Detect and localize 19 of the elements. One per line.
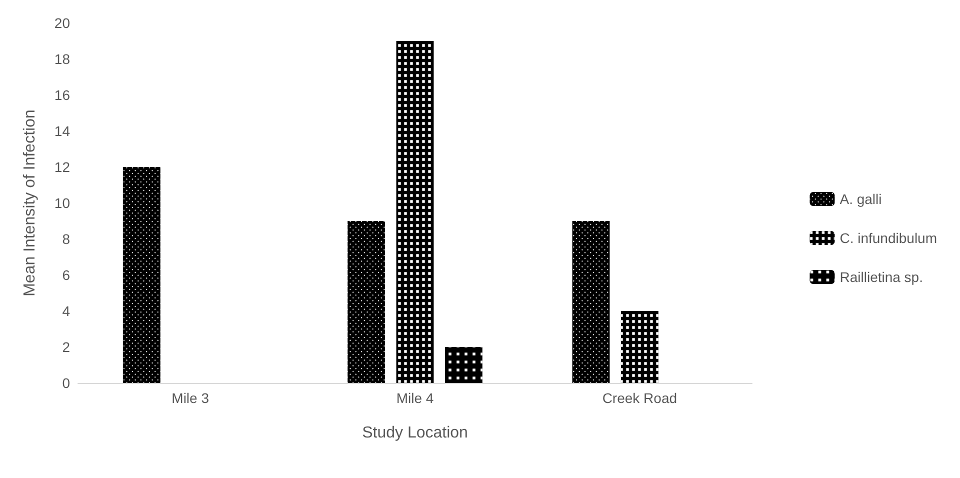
y-tick-label: 14 xyxy=(54,123,70,139)
y-tick-label: 2 xyxy=(62,339,70,355)
legend-label: Raillietina sp. xyxy=(840,269,923,285)
y-tick-label: 6 xyxy=(62,267,70,283)
x-axis-title: Study Location xyxy=(362,424,468,442)
y-tick-label: 4 xyxy=(62,303,70,319)
legend-label: A. galli xyxy=(840,191,882,207)
y-tick-label: 8 xyxy=(62,231,70,247)
y-tick-label: 12 xyxy=(54,159,70,175)
y-tick-label: 20 xyxy=(54,15,70,31)
y-tick-label: 18 xyxy=(54,51,70,67)
legend-label: C. infundibulum xyxy=(840,230,938,246)
y-tick-label: 0 xyxy=(62,375,70,391)
y-tick-label: 16 xyxy=(54,87,70,103)
x-tick-label: Mile 3 xyxy=(172,390,210,406)
y-axis-title: Mean Intensity of Infection xyxy=(22,110,38,296)
x-tick-label: Creek Road xyxy=(602,390,678,406)
x-tick-label: Mile 4 xyxy=(396,390,434,406)
y-tick-label: 10 xyxy=(54,195,70,211)
